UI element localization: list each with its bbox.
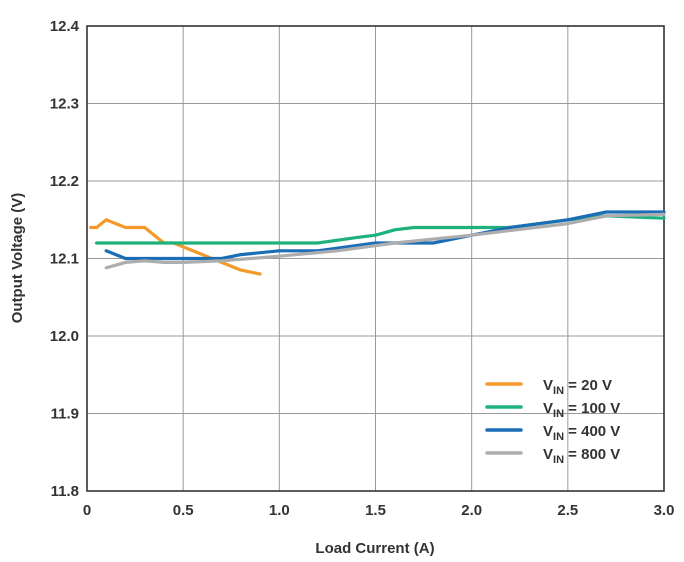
series-line-2 [104, 210, 666, 261]
x-tick-label: 1.0 [269, 502, 290, 519]
series-lines [89, 210, 666, 276]
y-tick-label: 12.0 [50, 328, 79, 345]
series-line-3 [104, 212, 666, 270]
y-axis-title: Output Voltage (V) [9, 193, 26, 324]
x-tick-label: 3.0 [654, 502, 675, 519]
x-tick-label: 0 [83, 502, 91, 519]
legend-label-2: VIN = 400 V [543, 423, 620, 443]
y-tick-label: 11.9 [51, 406, 79, 423]
y-tick-label: 12.4 [50, 18, 80, 35]
y-tick-label: 12.1 [50, 251, 79, 268]
x-tick-label: 1.5 [365, 502, 386, 519]
x-tick-label: 0.5 [173, 502, 194, 519]
legend-label-3: VIN = 800 V [543, 446, 620, 466]
x-tick-label: 2.5 [557, 502, 578, 519]
legend: VIN = 20 V VIN = 100 V VIN = 400 V VIN = 80… [485, 377, 620, 466]
legend-label-1: VIN = 100 V [543, 400, 620, 420]
y-tick-label: 12.2 [50, 173, 79, 190]
legend-label-0: VIN = 20 V [543, 377, 612, 397]
x-tick-label: 2.0 [461, 502, 482, 519]
y-tick-labels: 11.8 11.9 12.0 12.1 12.2 12.3 12.4 [50, 18, 80, 500]
y-tick-label: 11.8 [51, 483, 79, 500]
x-axis-title: Load Current (A) [315, 540, 434, 557]
plot-frame [86, 25, 665, 492]
x-tick-labels: 0 0.5 1.0 1.5 2.0 2.5 3.0 [83, 502, 675, 519]
y-tick-label: 12.3 [50, 96, 79, 113]
